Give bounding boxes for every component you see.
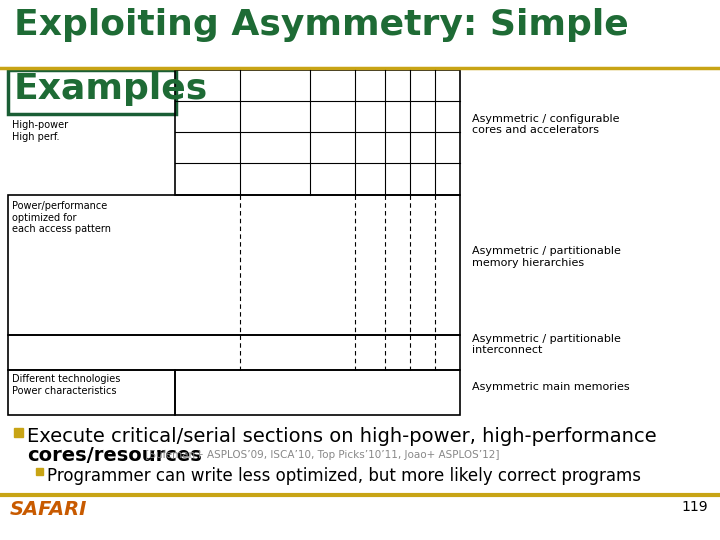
Bar [14, 428, 23, 437]
Bar [175, 370, 460, 415]
Bar [8, 335, 460, 370]
Bar [36, 468, 43, 475]
Text: SAFARI: SAFARI [10, 500, 87, 519]
Text: Power/performance
optimized for
each access pattern: Power/performance optimized for each acc… [12, 201, 111, 234]
Text: Asymmetric / partitionable
memory hierarchies: Asymmetric / partitionable memory hierar… [472, 246, 621, 268]
Bar [8, 370, 175, 415]
Bar [175, 70, 460, 195]
Text: Execute critical/serial sections on high-power, high-performance: Execute critical/serial sections on high… [27, 427, 657, 446]
Bar [8, 70, 176, 114]
Text: 119: 119 [681, 500, 708, 514]
Text: Asymmetric / partitionable
interconnect: Asymmetric / partitionable interconnect [472, 334, 621, 355]
Bar [8, 195, 460, 335]
Text: High-power
High perf.: High-power High perf. [12, 120, 68, 141]
Text: Programmer can write less optimized, but more likely correct programs: Programmer can write less optimized, but… [47, 467, 641, 485]
Text: cores/resources: cores/resources [27, 446, 202, 465]
Text: Exploiting Asymmetry: Simple: Exploiting Asymmetry: Simple [14, 8, 629, 42]
Text: Asymmetric / configurable
cores and accelerators: Asymmetric / configurable cores and acce… [472, 114, 619, 136]
Text: Different technologies
Power characteristics: Different technologies Power characteris… [12, 374, 120, 396]
Text: [Suleman+ ASPLOS’09, ISCA’10, Top Picks’10’11, Joao+ ASPLOS’12]: [Suleman+ ASPLOS’09, ISCA’10, Top Picks’… [142, 450, 500, 460]
Text: Asymmetric main memories: Asymmetric main memories [472, 382, 629, 393]
Text: Examples: Examples [14, 72, 208, 106]
